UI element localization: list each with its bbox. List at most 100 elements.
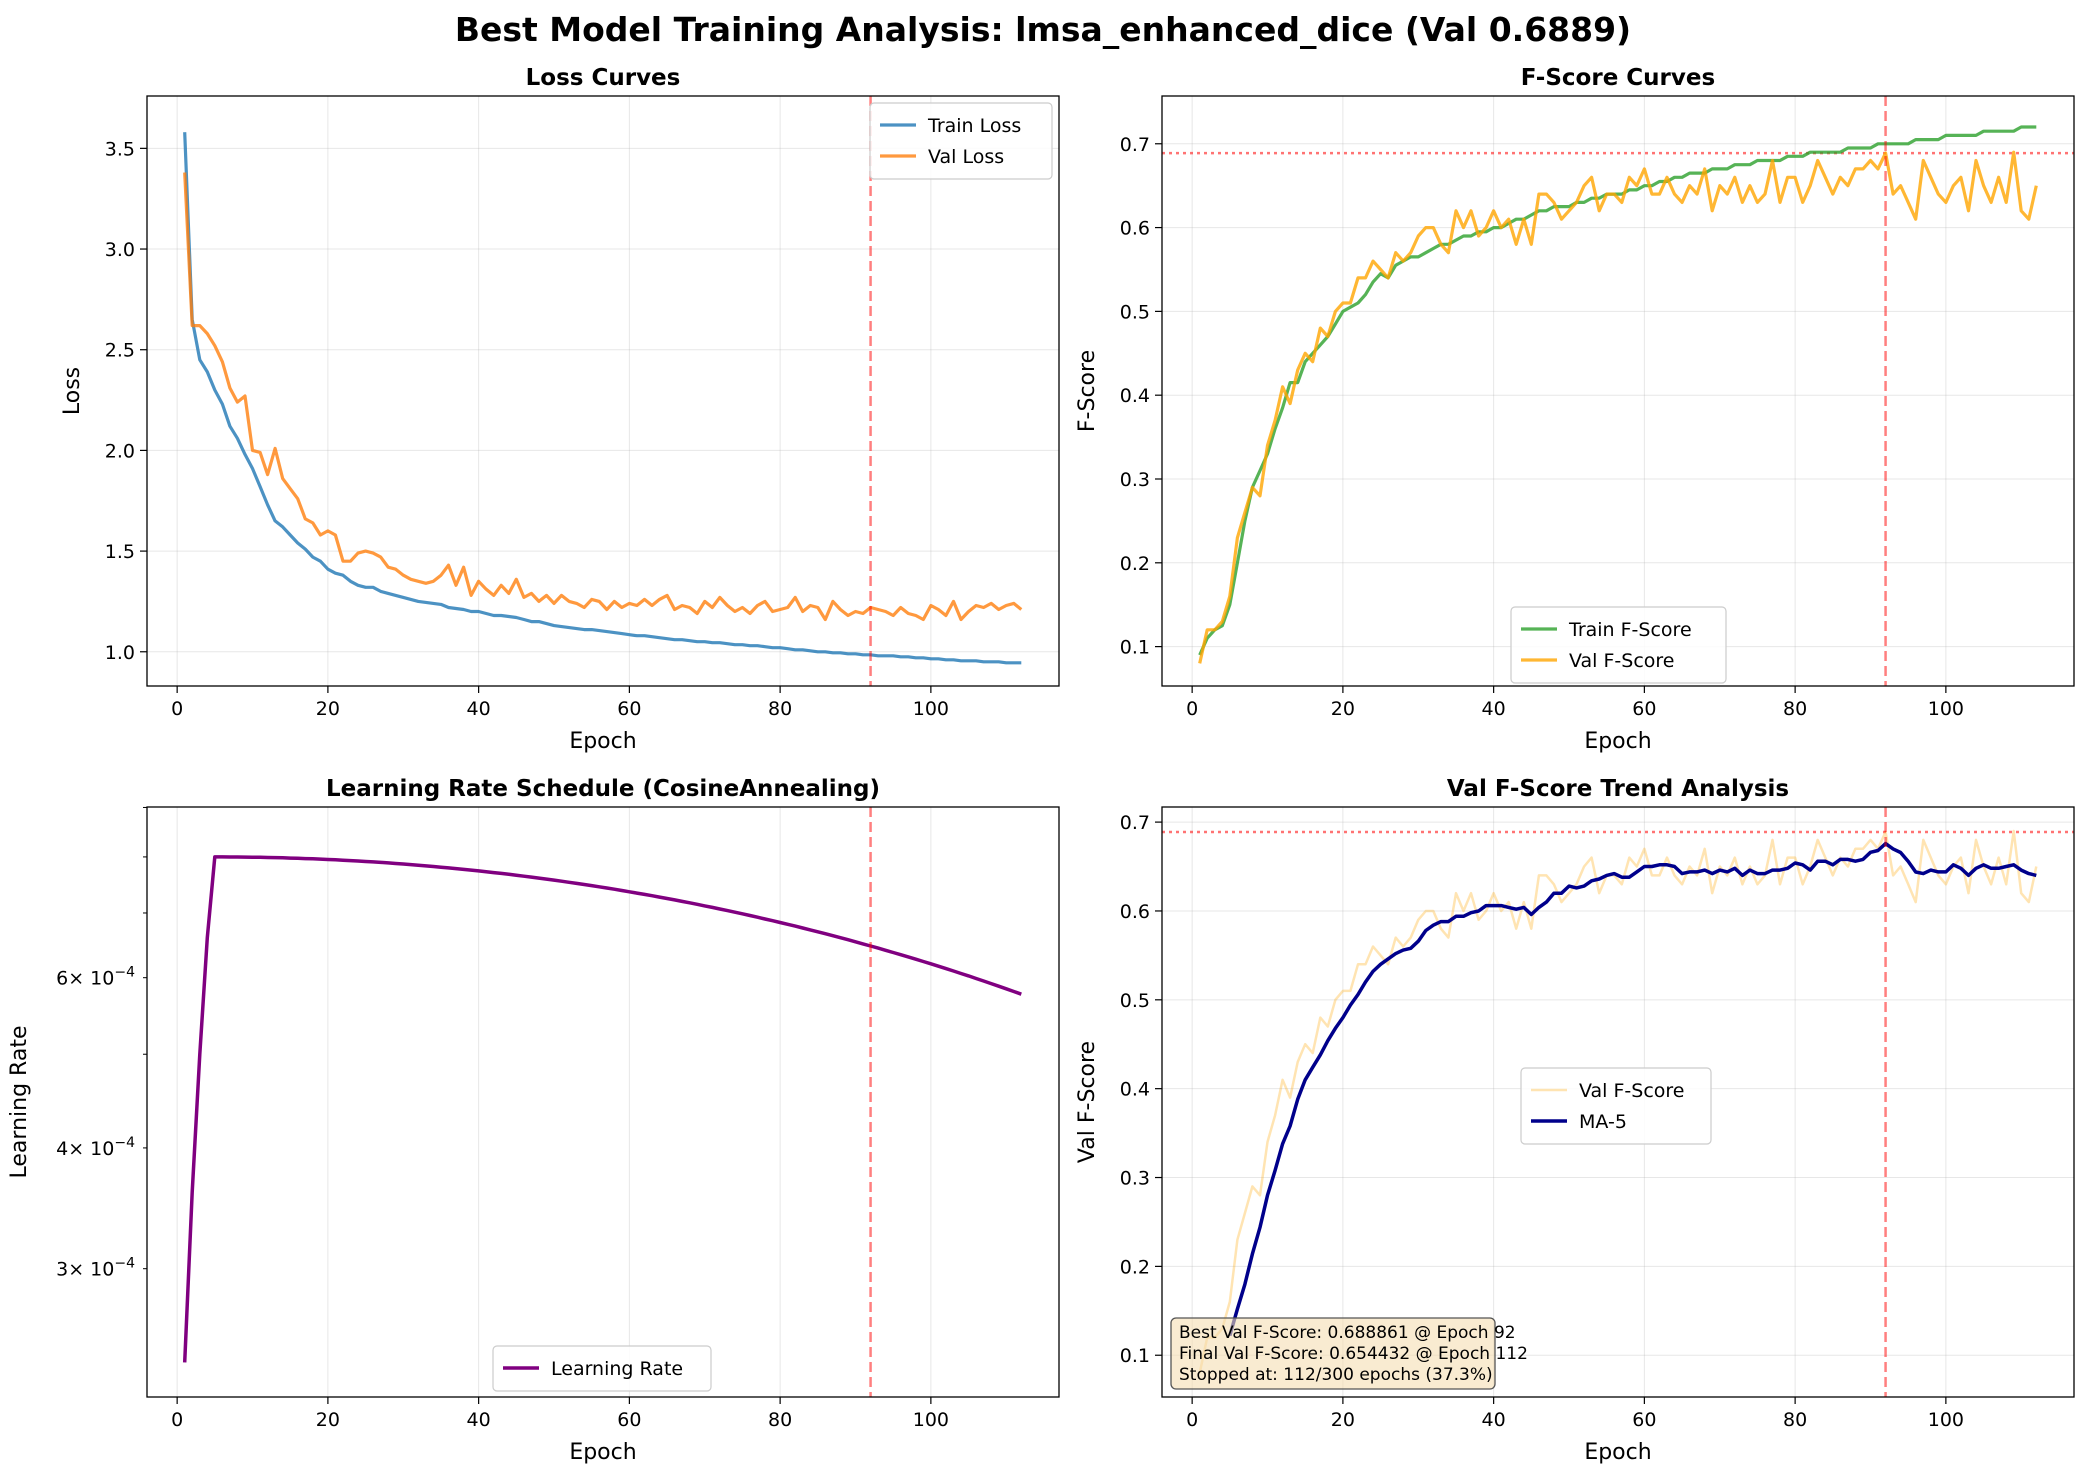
x-tick-label: 60 — [617, 1409, 641, 1431]
train-fscore-line — [1198, 125, 2037, 656]
figure-title: Best Model Training Analysis: lmsa_enhan… — [455, 10, 1631, 49]
y-tick-base: 6 — [56, 968, 68, 990]
y-tick-label: 0.7 — [1120, 134, 1150, 156]
val-fscore-trend-panel: 0 20 40 60 80 100 0.1 0.2 0.3 0.4 0.5 0.6 0.7 Val F-S… — [1075, 776, 2075, 1465]
y-tick-label: 2.5 — [105, 340, 135, 362]
legend-label: Val Loss — [928, 146, 1004, 168]
y-tick-label: 0.1 — [1120, 637, 1150, 659]
val-fscore-line — [1198, 150, 2038, 664]
y-tick-exponent: −4 — [114, 1256, 135, 1272]
x-tick-label: 80 — [1783, 698, 1807, 720]
train-loss-line — [183, 132, 1022, 665]
plot-area — [1198, 829, 2038, 1374]
x-tick-label: 100 — [913, 698, 949, 720]
x-tick-label: 100 — [1928, 698, 1964, 720]
y-tick-label: 0.2 — [1120, 1256, 1150, 1278]
y-tick-label: 0.2 — [1120, 553, 1150, 575]
y-tick-exponent: −4 — [114, 965, 135, 981]
y-tick-label: 0.1 — [1120, 1345, 1150, 1367]
fscore-curves-panel: 0 20 40 60 80 100 0.1 0.2 0.3 0.4 0.5 0.6 0.7 F-Score… — [1075, 65, 2075, 754]
y-tick-mult: × 10 — [68, 968, 114, 990]
x-tick-label: 0 — [171, 698, 183, 720]
y-tick-label: 0.4 — [1120, 1079, 1150, 1101]
axes-frame — [146, 806, 1060, 1398]
y-tick-label: 0.6 — [1120, 901, 1150, 923]
y-tick-label: 3.5 — [105, 138, 135, 160]
x-tick-label: 60 — [1632, 1409, 1656, 1431]
legend: Train Loss Val Loss — [869, 102, 1053, 180]
grid — [176, 807, 932, 1397]
x-tick-label: 60 — [1632, 698, 1656, 720]
loss-curves-panel: 0 20 40 60 80 100 1.0 1.5 2.0 2.5 3.0 3.5 Loss Curve… — [60, 65, 1060, 754]
x-tick-label: 80 — [1783, 1409, 1807, 1431]
annotation-line: Final Val F-Score: 0.654432 @ Epoch 112 — [1179, 1344, 1528, 1364]
x-tick-label: 80 — [768, 1409, 792, 1431]
y-tick-label: 0.5 — [1120, 301, 1150, 323]
y-tick-label: 3.0 — [105, 239, 135, 261]
x-tick-label: 80 — [768, 698, 792, 720]
grid — [1162, 96, 2074, 686]
y-tick-label: 1.0 — [105, 642, 135, 664]
x-tick-label: 20 — [316, 698, 340, 720]
panel-title: Learning Rate Schedule (CosineAnnealing) — [326, 776, 880, 802]
y-axis-label: Loss — [60, 367, 85, 415]
panel-title: Loss Curves — [526, 65, 681, 91]
legend-label: MA-5 — [1579, 1111, 1627, 1133]
legend-box — [1520, 1067, 1712, 1145]
x-axis-label: Epoch — [569, 729, 636, 754]
x-tick-label: 60 — [617, 698, 641, 720]
y-tick-mult: × 10 — [68, 1138, 114, 1160]
panel-title: F-Score Curves — [1521, 65, 1715, 91]
legend-label: Train F-Score — [1568, 619, 1692, 641]
y-tick-label: 0.3 — [1120, 1168, 1150, 1190]
axes-frame — [1161, 95, 2075, 687]
y-tick-base: 4 — [56, 1138, 68, 1160]
annotation-line: Best Val F-Score: 0.688861 @ Epoch 92 — [1179, 1323, 1516, 1343]
y-tick-label: 4× 10−4 — [56, 1135, 135, 1160]
x-tick-label: 100 — [1928, 1409, 1964, 1431]
val-loss-line — [183, 172, 1023, 622]
y-tick-label: 0.3 — [1120, 469, 1150, 491]
val-fscore-faint-line — [1198, 829, 2038, 1374]
y-tick-label: 2.0 — [105, 440, 135, 462]
legend-label: Val F-Score — [1569, 650, 1674, 672]
x-tick-label: 20 — [1331, 698, 1355, 720]
y-tick-base: 3 — [56, 1259, 68, 1281]
legend-label: Learning Rate — [551, 1358, 683, 1380]
x-tick-label: 40 — [1482, 698, 1506, 720]
x-tick-label: 0 — [1186, 1409, 1198, 1431]
legend: Train F-Score Val F-Score — [1510, 606, 1727, 684]
y-tick-label: 0.7 — [1120, 812, 1150, 834]
y-tick-label: 6× 10−4 — [56, 965, 135, 990]
legend-box — [492, 1345, 712, 1392]
x-tick-label: 0 — [171, 1409, 183, 1431]
y-tick-label: 3× 10−4 — [56, 1256, 135, 1281]
grid — [147, 96, 1059, 686]
x-tick-label: 20 — [316, 1409, 340, 1431]
learning-rate-line — [182, 855, 1022, 1363]
legend: Val F-Score MA-5 — [1520, 1067, 1712, 1145]
x-tick-label: 40 — [467, 1409, 491, 1431]
axes-frame — [146, 95, 1060, 687]
x-tick-label: 100 — [913, 1409, 949, 1431]
legend-box — [869, 102, 1053, 180]
legend-label: Val F-Score — [1579, 1080, 1684, 1102]
y-axis-label: F-Score — [1075, 350, 1100, 432]
stats-annotation: Best Val F-Score: 0.688861 @ Epoch 92Fin… — [1170, 1317, 1528, 1390]
y-tick-label: 0.6 — [1120, 218, 1150, 240]
x-tick-label: 40 — [1482, 1409, 1506, 1431]
x-axis-label: Epoch — [1584, 1440, 1651, 1465]
x-tick-label: 0 — [1186, 698, 1198, 720]
annotation-line: Stopped at: 112/300 epochs (37.3%) — [1179, 1365, 1493, 1385]
y-axis-label: Learning Rate — [7, 1026, 32, 1179]
x-axis-label: Epoch — [569, 1440, 636, 1465]
legend-label: Train Loss — [927, 115, 1021, 137]
legend-box — [1510, 606, 1727, 684]
x-tick-label: 20 — [1331, 1409, 1355, 1431]
y-tick-exponent: −4 — [114, 1135, 135, 1151]
y-axis-label: Val F-Score — [1075, 1041, 1100, 1163]
axes-frame — [1161, 806, 2075, 1398]
y-tick-label: 0.5 — [1120, 990, 1150, 1012]
